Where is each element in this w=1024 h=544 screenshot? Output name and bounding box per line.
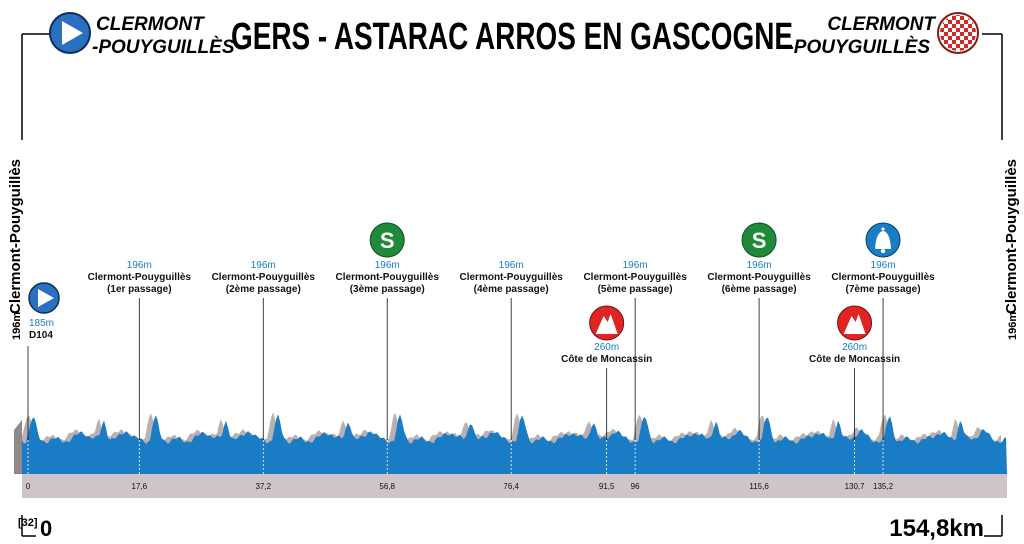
waypoint-name: Clermont-Pouyguillès bbox=[336, 272, 440, 283]
total-distance: 154,8km bbox=[889, 515, 984, 542]
km-tick-label: 56,8 bbox=[379, 482, 395, 491]
left-side-name: Clermont-Pouyguillès bbox=[7, 159, 24, 314]
waypoint-altitude: 260m bbox=[842, 342, 867, 353]
right-side-alt: 196m bbox=[1007, 312, 1019, 340]
right-side-name: Clermont-Pouyguillès bbox=[1003, 159, 1020, 314]
start-town-line2: -POUYGUILLÈS bbox=[92, 36, 235, 58]
waypoint-altitude: 196m bbox=[251, 260, 276, 271]
start-km: 0 bbox=[40, 516, 52, 541]
waypoint-name: Côte de Moncassin bbox=[561, 354, 652, 365]
stage-title: GERS - ASTARAC ARROS EN GASCOGNE bbox=[231, 16, 793, 58]
finish-town-line1: CLERMONT bbox=[827, 14, 936, 35]
bell-icon bbox=[865, 222, 901, 258]
waypoint-altitude: 185m bbox=[29, 318, 54, 329]
waypoint-name: Clermont-Pouyguillès bbox=[212, 272, 316, 283]
waypoint-name: Clermont-Pouyguillès bbox=[459, 272, 563, 283]
waypoint-passage: (5ème passage) bbox=[598, 284, 673, 295]
start-town-line1: CLERMONT bbox=[96, 14, 205, 35]
profile-area bbox=[22, 414, 1007, 474]
km-tick-label: 91,5 bbox=[599, 482, 615, 491]
right-side-label: 196m Clermont-Pouyguillès bbox=[1003, 159, 1020, 340]
km-tick-label: 135,2 bbox=[873, 482, 894, 491]
finish-town-line2: -POUYGUILLÈS bbox=[787, 36, 930, 58]
sprint-icon: S bbox=[369, 222, 405, 258]
km-tick-label: 17,6 bbox=[132, 482, 148, 491]
waypoint-altitude: 196m bbox=[623, 260, 648, 271]
frame bbox=[21, 33, 1003, 537]
waypoint-name: Côte de Moncassin bbox=[809, 354, 900, 365]
profile-start-edge bbox=[14, 420, 22, 474]
km-tick-label: 96 bbox=[631, 482, 640, 491]
finish-flag-icon bbox=[937, 12, 979, 54]
climb-icon: 3 bbox=[589, 305, 625, 341]
waypoint-altitude: 196m bbox=[127, 260, 152, 271]
climb-icon: 3 bbox=[837, 305, 873, 341]
svg-text:S: S bbox=[380, 228, 395, 253]
km-tick-label: 76,4 bbox=[503, 482, 519, 491]
svg-text:3: 3 bbox=[601, 308, 606, 318]
sprint-icon: S bbox=[741, 222, 777, 258]
waypoint-altitude: 196m bbox=[871, 260, 896, 271]
waypoint-passage: (2ème passage) bbox=[226, 284, 301, 295]
waypoint-altitude: 196m bbox=[375, 260, 400, 271]
left-side-alt: 196m bbox=[11, 312, 23, 340]
left-side-label: 196m Clermont-Pouyguillès bbox=[7, 159, 24, 340]
waypoint-name: Clermont-Pouyguillès bbox=[583, 272, 687, 283]
waypoint-name: Clermont-Pouyguillès bbox=[831, 272, 935, 283]
km-tick-label: 0 bbox=[26, 482, 31, 491]
svg-text:S: S bbox=[752, 228, 767, 253]
waypoint-name: Clermont-Pouyguillès bbox=[707, 272, 811, 283]
waypoint-passage: (3ème passage) bbox=[350, 284, 425, 295]
waypoint-name: Clermont-Pouyguillès bbox=[88, 272, 192, 283]
waypoint-name: D104 bbox=[29, 330, 53, 341]
waypoint-passage: (4ème passage) bbox=[474, 284, 549, 295]
region-code: [32] bbox=[18, 517, 38, 529]
km-tick-label: 130,7 bbox=[845, 482, 866, 491]
svg-text:3: 3 bbox=[849, 308, 854, 318]
waypoint-altitude: 260m bbox=[594, 342, 619, 353]
km-band bbox=[22, 474, 1007, 498]
waypoint-altitude: 196m bbox=[747, 260, 772, 271]
km-tick-label: 37,2 bbox=[255, 482, 271, 491]
waypoint-passage: (1er passage) bbox=[107, 284, 171, 295]
start-icon bbox=[28, 282, 60, 314]
waypoint-passage: (7ème passage) bbox=[846, 284, 921, 295]
km-tick-label: 115,6 bbox=[749, 482, 769, 491]
start-badge bbox=[49, 12, 91, 54]
waypoint-altitude: 196m bbox=[499, 260, 524, 271]
waypoint-passage: (6ème passage) bbox=[722, 284, 797, 295]
